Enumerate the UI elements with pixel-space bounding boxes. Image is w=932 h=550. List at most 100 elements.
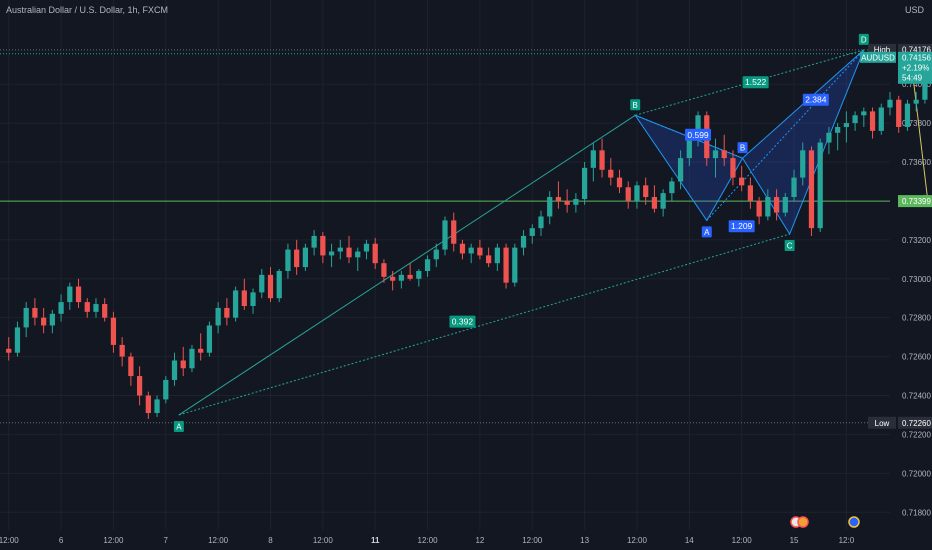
y-tick-label: 0.72400 <box>902 392 931 401</box>
candle-body <box>695 115 701 139</box>
candle-body <box>23 307 29 328</box>
candle-body <box>686 138 692 159</box>
candle-body <box>669 181 675 194</box>
candle-body <box>163 379 169 400</box>
candle-body <box>590 150 596 168</box>
candle-body <box>180 360 186 369</box>
candle-body <box>739 177 745 186</box>
bar-countdown: 54:49 <box>902 73 923 82</box>
candle-body <box>424 259 431 271</box>
y-tick-label: 0.72000 <box>902 469 931 478</box>
candle-body <box>398 274 404 281</box>
low-price-value: 0.72260 <box>902 419 931 428</box>
candle-body <box>110 317 117 345</box>
candles <box>6 53 932 419</box>
candle-body <box>835 126 841 133</box>
candle-body <box>634 185 640 201</box>
candle-body <box>328 251 335 256</box>
candle-body <box>555 197 562 201</box>
ratio-label: 1.209 <box>731 221 753 231</box>
pattern-point-badge <box>630 99 641 111</box>
ratio-badge <box>802 93 829 106</box>
candle-body <box>224 307 230 318</box>
pattern-point-badge <box>173 420 184 432</box>
ratio-badge <box>449 315 476 328</box>
candle-body <box>852 115 858 124</box>
candle-body <box>747 185 754 201</box>
candle-body <box>294 249 300 268</box>
candle-body <box>171 360 178 380</box>
candle-body <box>128 356 134 377</box>
candle-body <box>136 376 143 396</box>
candle-body <box>826 132 832 143</box>
x-tick-label: 12 <box>475 536 484 545</box>
y-tick-label: 0.73600 <box>902 158 931 167</box>
candle-body <box>250 292 256 306</box>
candle-body <box>677 158 684 182</box>
high-tag-name <box>868 43 896 55</box>
candle-body <box>355 251 361 258</box>
candle-body <box>145 395 151 414</box>
candle-body <box>913 99 919 104</box>
x-tick-label: 15 <box>790 536 799 545</box>
harmonic-pattern <box>178 49 865 416</box>
pattern-point-badge <box>858 33 869 45</box>
x-tick-label: 12:00 <box>313 536 334 545</box>
candle-body <box>660 193 666 209</box>
candle-body <box>599 150 605 170</box>
candle-body <box>869 111 876 131</box>
candle-body <box>887 99 893 108</box>
candle-body <box>800 150 806 178</box>
candle-body <box>765 197 771 217</box>
candle-body <box>730 158 736 178</box>
pattern-point-badge <box>701 226 712 238</box>
candle-body <box>878 107 884 131</box>
price-change: +2.19% <box>902 63 929 72</box>
x-tick-label: 7 <box>164 536 169 545</box>
candle-body <box>547 197 553 217</box>
candle-body <box>651 197 658 209</box>
y-tick-label: 0.74000 <box>902 80 931 89</box>
candle-body <box>791 177 797 198</box>
pattern-point-label: A <box>704 228 710 237</box>
x-tick-label: 14 <box>685 536 694 545</box>
y-tick-label: 0.73200 <box>902 236 931 245</box>
candle-body <box>189 348 195 369</box>
candle-body <box>433 249 439 260</box>
pattern-point-label: D <box>861 35 867 44</box>
candle-body <box>477 247 483 256</box>
candle-body <box>6 348 12 353</box>
ratio-label: 0.599 <box>687 130 709 140</box>
y-tick-label: 0.73000 <box>902 275 931 284</box>
candle-body <box>451 220 457 244</box>
x-tick-label: 12:00 <box>418 536 439 545</box>
symbol-tag <box>860 51 896 63</box>
candle-body <box>808 150 815 229</box>
candle-body <box>311 235 317 248</box>
candle-body <box>372 243 378 264</box>
candle-body <box>643 185 649 198</box>
candle-body <box>215 307 221 326</box>
pattern-point-badge <box>737 142 748 154</box>
candle-body <box>616 177 623 188</box>
candle-body <box>817 142 823 229</box>
x-tick-label: 12:00 <box>627 536 648 545</box>
candle-body <box>337 247 343 252</box>
candle-body <box>32 307 38 318</box>
support-price-tag <box>898 195 932 208</box>
y-tick-label: 0.73800 <box>902 119 931 128</box>
low-tag-label: Low <box>875 419 890 428</box>
candle-body <box>381 263 387 277</box>
high-tag-label: High <box>874 45 890 54</box>
candle-body <box>285 249 291 271</box>
candle-body <box>41 317 47 326</box>
support-price-value: 0.73399 <box>902 197 931 206</box>
candle-body <box>259 274 265 293</box>
candle-body <box>241 290 247 306</box>
symbol-label: AUDUSD <box>861 53 895 62</box>
currency-label[interactable]: USD <box>905 5 925 15</box>
candle-body <box>459 243 466 254</box>
candle-body <box>843 123 849 127</box>
